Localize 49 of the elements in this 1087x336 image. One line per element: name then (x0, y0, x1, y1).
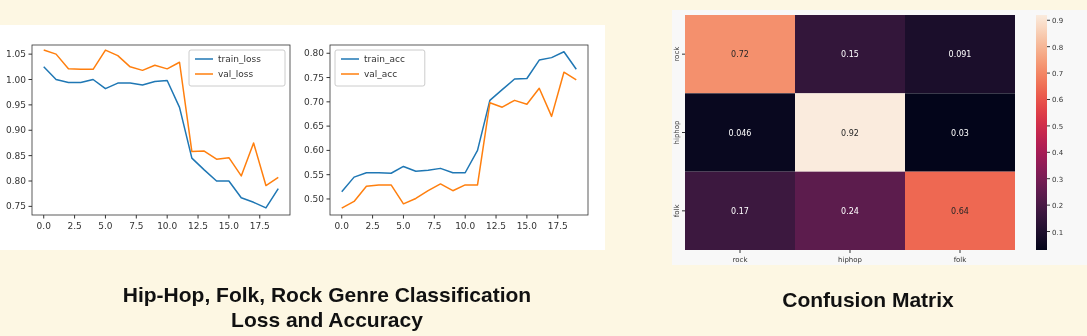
x-tick-label: 2.5 (365, 221, 380, 231)
data-label: 0.046 (728, 128, 752, 138)
y-tick-label: 0.55 (303, 169, 324, 180)
line-series (340, 71, 578, 209)
x-tick-label: 15.0 (218, 221, 240, 231)
text: Hip-Hop, Folk, Rock Genre Classification Loss and Accuracy (122, 283, 532, 331)
legend-label: train_loss (218, 54, 262, 64)
y-tick-label: 0.70 (303, 96, 325, 107)
x-tick-label: 5.0 (98, 221, 113, 231)
x-tick-label: 7.5 (129, 221, 144, 231)
data-label: 0.24 (841, 206, 859, 216)
y-tick-label: 0.80 (5, 176, 27, 186)
x-tick-label: 17.5 (547, 221, 568, 231)
y-tick-label: 0.95 (5, 99, 26, 110)
x-tick-label: 15.0 (516, 221, 538, 231)
y-tick-label: 0.85 (5, 150, 26, 161)
x-tick-label: 17.5 (249, 221, 270, 231)
data-label: 0.03 (951, 128, 969, 138)
y-tick-label: 0.60 (303, 145, 325, 156)
y-tick-label: 0.65 (303, 121, 324, 132)
y-tick-label: 1.05 (5, 49, 26, 60)
y-tick-label: 1.00 (5, 74, 27, 85)
y-tick-label: 0.75 (303, 72, 324, 83)
line-series (340, 51, 578, 193)
data-label: 0.17 (731, 206, 749, 216)
legend-label: val_loss (218, 69, 254, 79)
y-tick-label: 0.50 (303, 193, 325, 204)
x-tick-label: 12.5 (188, 221, 209, 231)
y-tick-label: 0.90 (5, 125, 27, 136)
line-series (42, 49, 280, 187)
text: Confusion Matrix (782, 288, 955, 311)
x-tick-label: 10.0 (157, 221, 178, 231)
y-tick-label: 0.80 (303, 48, 325, 59)
y-tick-label: 0.75 (5, 201, 26, 212)
legend-label: train_acc (364, 54, 405, 64)
x-tick-label: 10.0 (455, 221, 476, 231)
x-tick-label: 7.5 (427, 221, 442, 231)
data-label: 0.64 (951, 206, 969, 216)
line-series (42, 66, 280, 209)
legend-label: val_acc (364, 69, 398, 79)
data-label: 0.15 (841, 50, 859, 60)
data-label: 0.72 (731, 50, 749, 60)
x-tick-label: 2.5 (67, 221, 82, 231)
data-label: 0.92 (841, 128, 859, 138)
x-tick-label: 0.0 (334, 221, 350, 231)
x-tick-label: 12.5 (486, 221, 507, 231)
x-tick-label: 5.0 (396, 221, 411, 231)
data-label: 0.091 (948, 50, 972, 60)
x-tick-label: 0.0 (36, 221, 52, 231)
